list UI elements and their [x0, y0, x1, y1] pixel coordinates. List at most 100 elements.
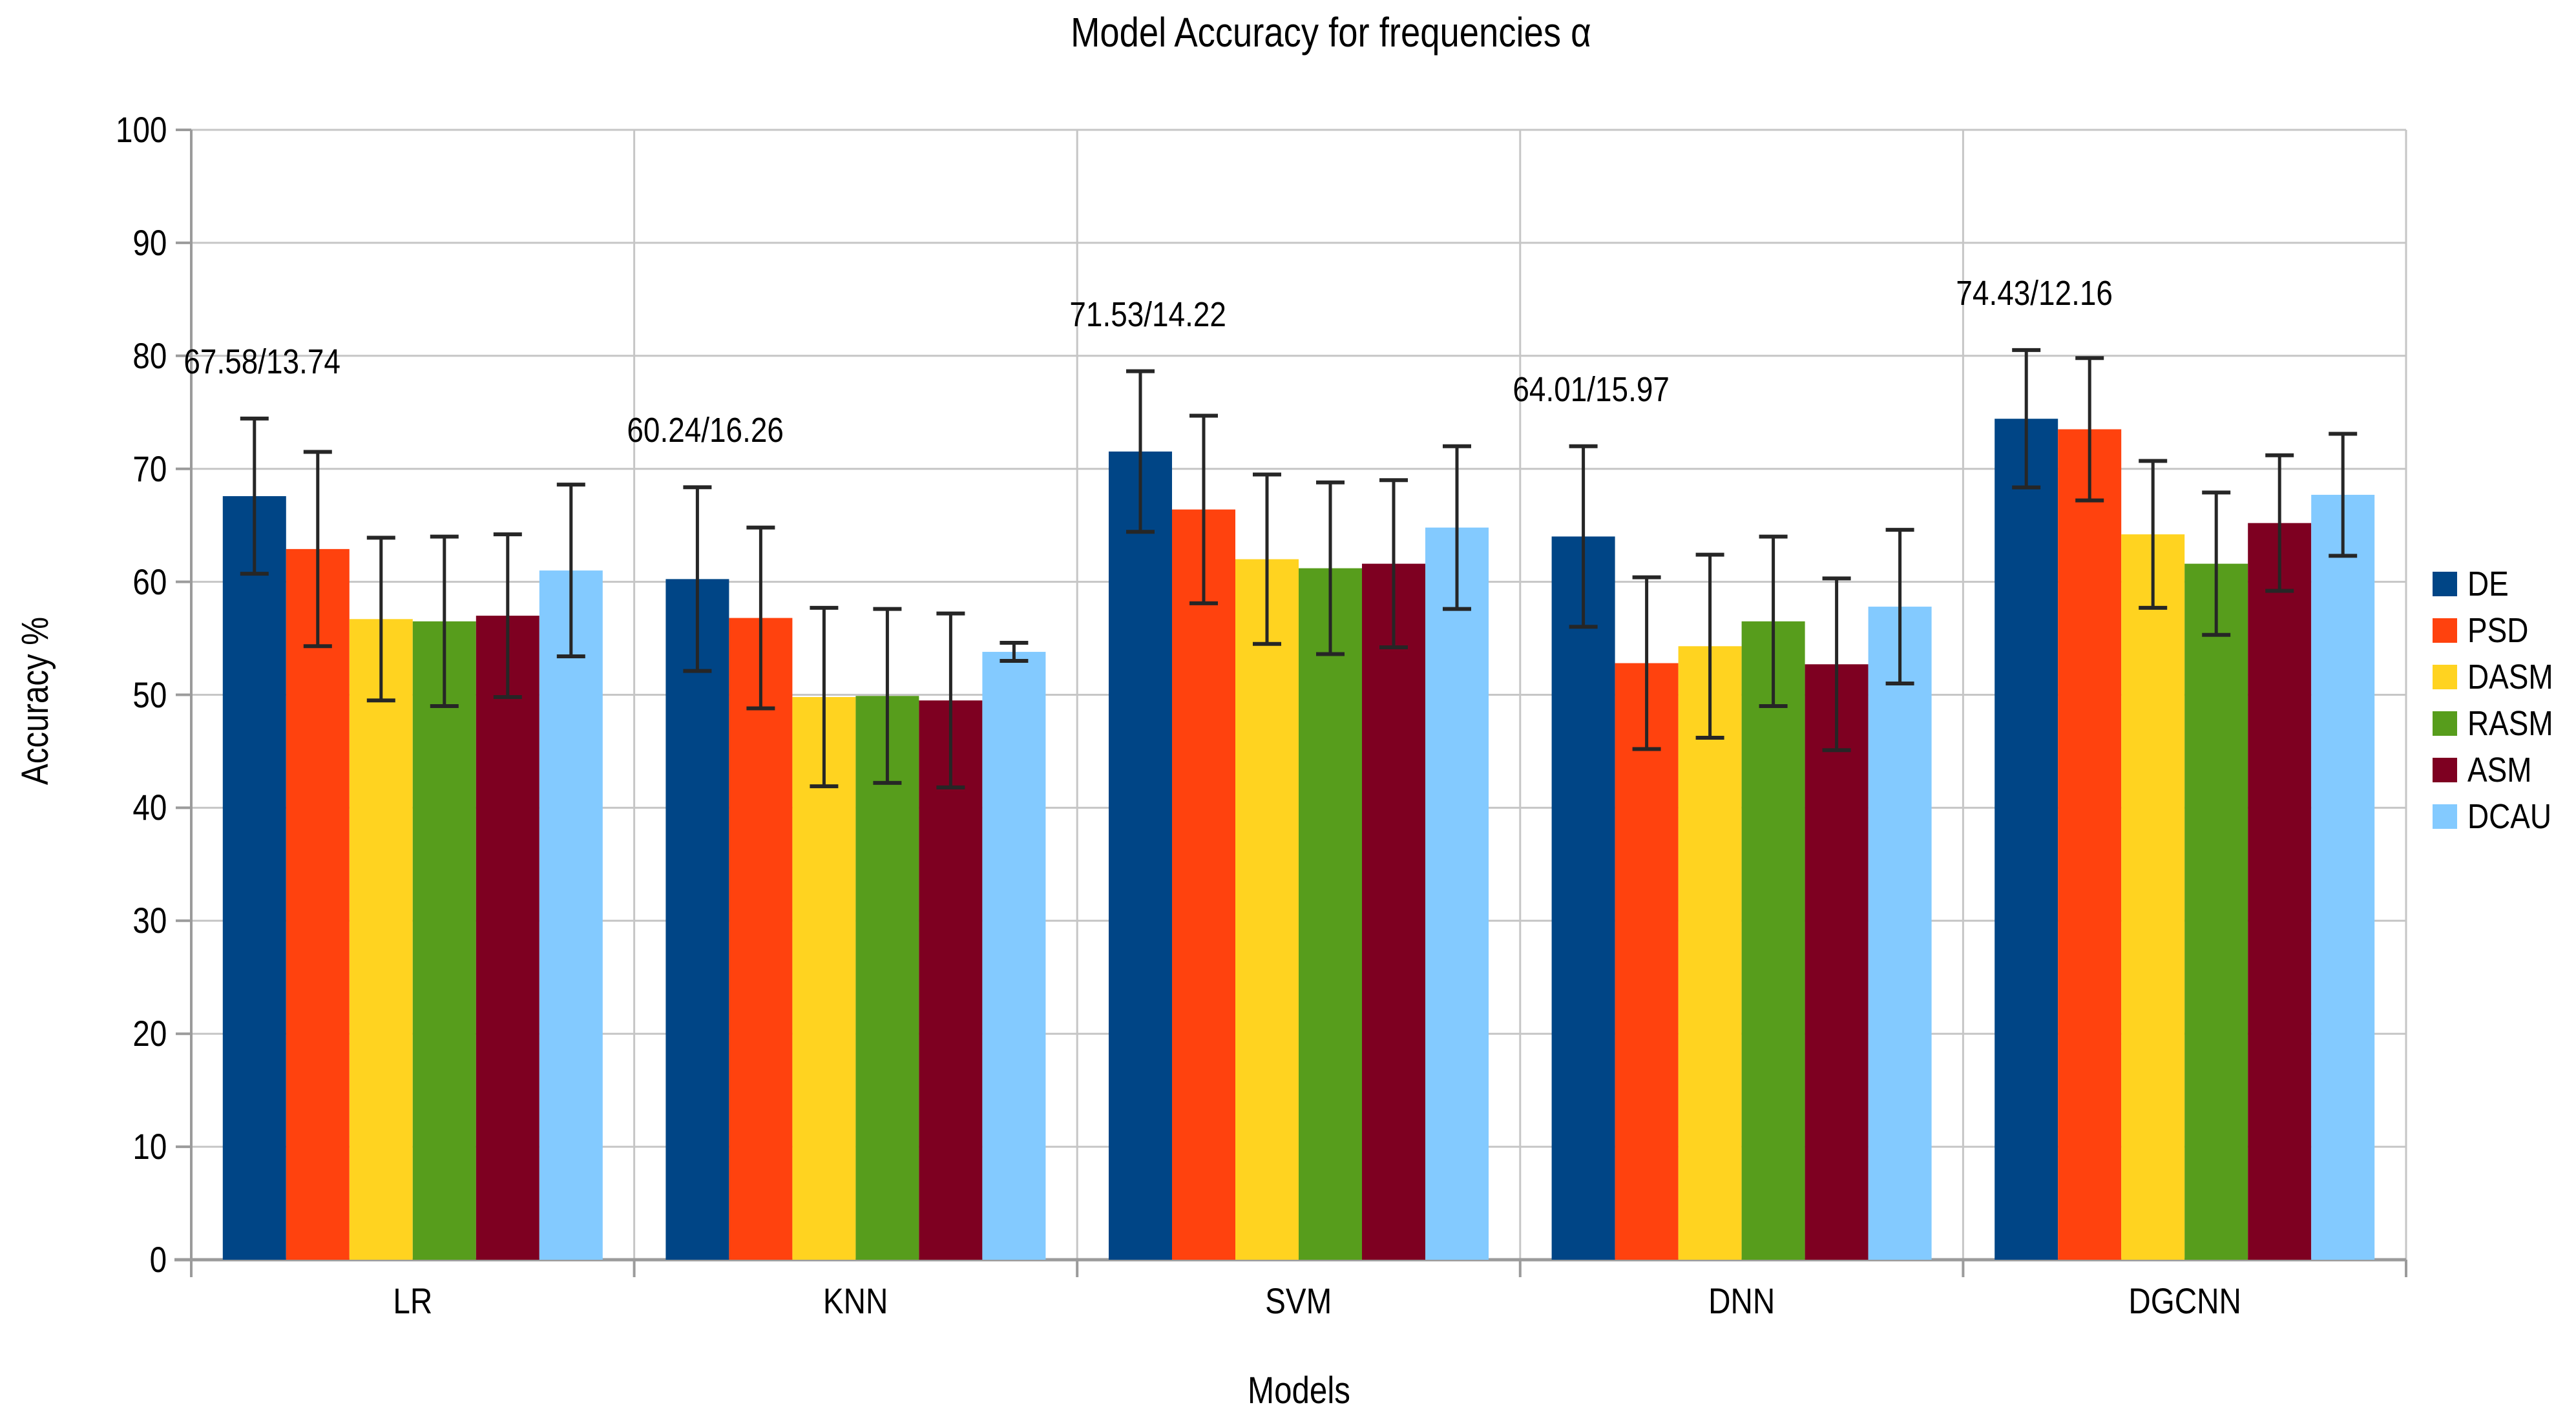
chart-title-text: Model Accuracy for frequencies α: [1071, 9, 1591, 56]
annotation-SVM-text: 71.53/14.22: [1069, 295, 1227, 334]
y-tick-label-10: 10: [37, 1127, 167, 1167]
x-axis-title-text: Models: [1247, 1370, 1350, 1412]
legend-label-ASM: ASM: [2467, 751, 2543, 789]
bar-ASM-DNN: [1805, 664, 1869, 1260]
bar-ASM-KNN: [919, 700, 983, 1260]
y-tick-label-90-text: 90: [132, 222, 167, 263]
legend-item-RASM: RASM: [2433, 700, 2568, 747]
bar-DASM-KNN: [792, 696, 856, 1260]
y-tick-label-40-text: 40: [132, 787, 167, 828]
annotation-DGCNN: 74.43/12.16: [1853, 274, 2215, 313]
bar-DASM-LR: [349, 619, 413, 1260]
bar-RASM-KNN: [855, 696, 919, 1260]
y-tick-label-100: 100: [37, 110, 167, 150]
bar-PSD-KNN: [729, 618, 793, 1260]
y-tick-label-60-text: 60: [132, 561, 167, 602]
bar-DCAU-SVM: [1425, 527, 1489, 1260]
annotation-LR-text: 67.58/13.74: [183, 342, 341, 381]
bar-DCAU-DNN: [1868, 607, 1932, 1260]
y-tick-label-30: 30: [37, 901, 167, 941]
chart-title: Model Accuracy for frequencies α: [685, 9, 1977, 56]
bar-RASM-DGCNN: [2184, 563, 2248, 1260]
legend-item-ASM: ASM: [2433, 747, 2568, 793]
y-tick-label-50-text: 50: [132, 674, 167, 715]
legend-label-text-DASM: DASM: [2467, 658, 2553, 696]
legend-label-text-PSD: PSD: [2467, 611, 2529, 650]
bar-ASM-DGCNN: [2248, 523, 2312, 1260]
y-tick-label-40: 40: [37, 787, 167, 828]
x-category-label-DGCNN: DGCNN: [2023, 1282, 2346, 1320]
y-tick-label-0-text: 0: [149, 1239, 167, 1280]
annotation-DNN: 64.01/15.97: [1410, 370, 1772, 409]
annotation-KNN-text: 60.24/16.26: [627, 411, 784, 450]
y-tick-label-30-text: 30: [132, 900, 167, 941]
x-category-label-KNN-text: KNN: [823, 1280, 888, 1321]
x-axis-title: Models: [1137, 1371, 1460, 1411]
legend-label-RASM: RASM: [2467, 705, 2568, 742]
y-tick-label-70-text: 70: [132, 448, 167, 489]
x-category-label-KNN: KNN: [694, 1282, 1017, 1320]
y-tick-label-90: 90: [37, 222, 167, 263]
bar-DE-DNN: [1551, 536, 1615, 1260]
legend-key-icon-RASM: [2433, 711, 2457, 736]
bar-RASM-SVM: [1299, 568, 1362, 1260]
legend-item-DE: DE: [2433, 561, 2568, 607]
y-tick-label-70: 70: [37, 448, 167, 489]
bar-DCAU-DGCNN: [2311, 494, 2375, 1260]
bar-ASM-LR: [476, 616, 539, 1260]
bar-DCAU-LR: [539, 570, 603, 1260]
x-category-label-SVM: SVM: [1137, 1282, 1460, 1320]
y-tick-label-80: 80: [37, 335, 167, 376]
bar-DCAU-KNN: [982, 652, 1046, 1260]
bar-DASM-DGCNN: [2121, 534, 2185, 1260]
bar-DE-KNN: [665, 579, 729, 1260]
x-category-label-DGCNN-text: DGCNN: [2128, 1280, 2241, 1321]
bar-PSD-DGCNN: [2058, 429, 2122, 1260]
legend-key-icon-DASM: [2433, 665, 2457, 689]
legend-key-icon-DE: [2433, 572, 2457, 596]
bar-ASM-SVM: [1362, 563, 1425, 1260]
legend-key-icon-PSD: [2433, 618, 2457, 643]
y-tick-label-50: 50: [37, 674, 167, 715]
legend-item-DASM: DASM: [2433, 654, 2568, 700]
bar-DE-SVM: [1109, 451, 1172, 1260]
bar-PSD-DNN: [1615, 663, 1679, 1260]
legend: DE PSD DASM RASM ASM DCAU: [2433, 561, 2568, 840]
y-tick-label-0: 0: [37, 1240, 167, 1280]
y-tick-label-100-text: 100: [115, 109, 167, 150]
bar-PSD-SVM: [1172, 509, 1235, 1260]
legend-key-icon-ASM: [2433, 758, 2457, 782]
x-category-label-DNN: DNN: [1580, 1282, 1903, 1320]
annotation-KNN: 60.24/16.26: [524, 411, 886, 450]
bar-RASM-LR: [412, 621, 476, 1260]
bar-RASM-DNN: [1741, 621, 1805, 1260]
legend-label-PSD: PSD: [2467, 612, 2539, 649]
legend-key-icon-DCAU: [2433, 804, 2457, 829]
y-tick-label-80-text: 80: [132, 335, 167, 376]
legend-label-text-DCAU: DCAU: [2467, 797, 2552, 836]
y-tick-label-20-text: 20: [132, 1013, 167, 1054]
legend-label-text-RASM: RASM: [2467, 704, 2553, 743]
bar-PSD-LR: [286, 548, 350, 1260]
bar-DASM-SVM: [1235, 559, 1299, 1260]
annotation-LR: 67.58/13.74: [81, 342, 443, 381]
legend-item-DCAU: DCAU: [2433, 793, 2568, 840]
annotation-DNN-text: 64.01/15.97: [1513, 370, 1670, 409]
legend-label-DASM: DASM: [2467, 658, 2568, 696]
x-category-label-SVM-text: SVM: [1265, 1280, 1332, 1321]
bar-DE-DGCNN: [1995, 419, 2058, 1260]
legend-label-text-DE: DE: [2467, 565, 2509, 603]
y-tick-label-20: 20: [37, 1014, 167, 1054]
x-category-label-LR: LR: [251, 1282, 574, 1320]
y-tick-label-60: 60: [37, 561, 167, 602]
y-tick-label-10-text: 10: [132, 1126, 167, 1167]
legend-label-DE: DE: [2467, 565, 2516, 603]
annotation-DGCNN-text: 74.43/12.16: [1955, 273, 2113, 313]
bar-DASM-DNN: [1678, 646, 1742, 1260]
legend-label-DCAU: DCAU: [2467, 798, 2566, 835]
x-category-label-DNN-text: DNN: [1708, 1280, 1775, 1321]
legend-label-text-ASM: ASM: [2467, 751, 2532, 789]
x-category-label-LR-text: LR: [393, 1280, 433, 1321]
